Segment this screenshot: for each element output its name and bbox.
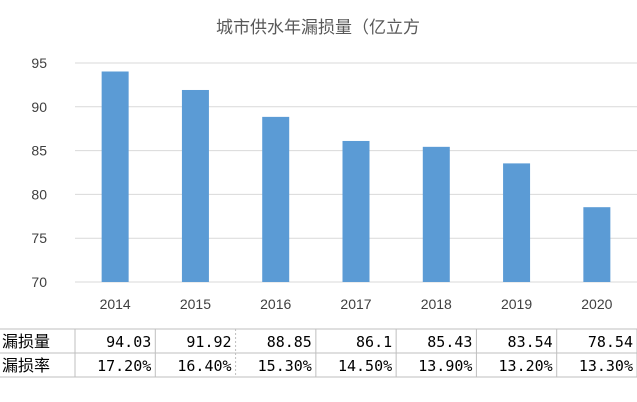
table-row-label: 漏损量	[2, 332, 50, 351]
bar-2019	[503, 163, 531, 282]
x-tick-label: 2018	[421, 296, 452, 312]
bars	[101, 71, 611, 283]
table-cell: 94.03	[106, 333, 151, 351]
table-cell: 85.43	[427, 333, 472, 351]
x-tick-label: 2015	[180, 296, 211, 312]
bar-2015	[181, 89, 209, 282]
table-row-label: 漏损率	[2, 356, 50, 375]
bar-2018	[422, 146, 450, 282]
bar-2017	[342, 140, 370, 282]
table-cell: 16.40%	[177, 357, 231, 375]
table-cell: 78.54	[588, 333, 633, 351]
bar-2020	[583, 207, 611, 282]
table-cell: 86.1	[356, 333, 392, 351]
table-cell: 14.50%	[338, 357, 392, 375]
bar-2016	[262, 116, 290, 283]
table-cell: 91.92	[186, 333, 231, 351]
table-cell: 13.90%	[418, 357, 472, 375]
bar-2014	[101, 71, 129, 283]
chart-title: 城市供水年漏损量（亿立方	[216, 18, 420, 38]
table-cell: 13.20%	[499, 357, 553, 375]
x-tick-label: 2017	[340, 296, 371, 312]
y-tick-label: 85	[31, 143, 47, 159]
x-axis-ticks: 2014 2015 2016 2017 2018 2019 2020	[100, 296, 613, 312]
data-table: 漏损量 94.03 91.92 88.85 86.1 85.43 83.54 78.54 漏损率…	[0, 328, 637, 378]
x-tick-label: 2019	[501, 296, 532, 312]
table-cell: 15.30%	[258, 357, 312, 375]
y-tick-label: 75	[31, 230, 47, 246]
x-tick-label: 2020	[581, 296, 612, 312]
table-cell: 83.54	[508, 333, 553, 351]
table-cell: 88.85	[267, 333, 312, 351]
table-cell: 13.30%	[579, 357, 633, 375]
x-tick-label: 2016	[260, 296, 291, 312]
y-tick-label: 90	[31, 99, 47, 115]
table-cell: 17.20%	[97, 357, 151, 375]
y-axis-ticks: 70 75 80 85 90 95	[31, 55, 47, 290]
y-tick-label: 70	[31, 274, 47, 290]
x-tick-label: 2014	[100, 296, 131, 312]
y-tick-label: 80	[31, 186, 47, 202]
y-tick-label: 95	[31, 55, 47, 71]
